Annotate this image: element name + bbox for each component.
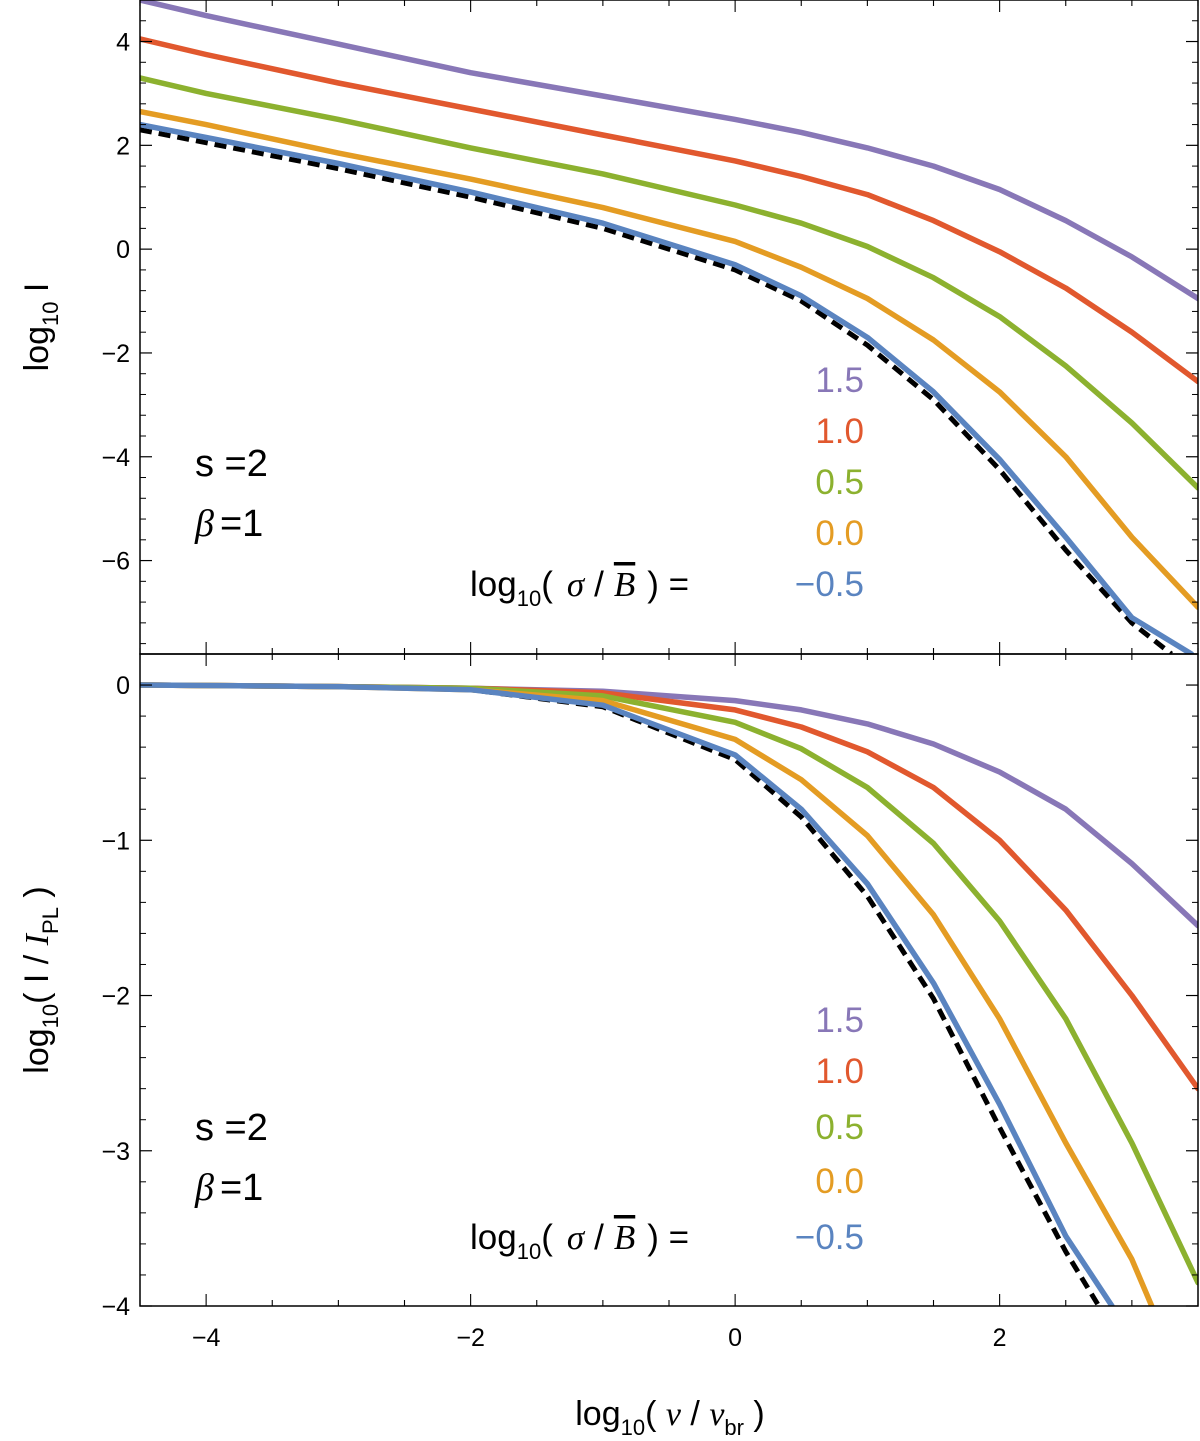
top-beta-annotation: β =1 (194, 503, 263, 545)
bottom-series-sigma-0.5 (140, 682, 1198, 1286)
xlabel-nu: ν (666, 1396, 682, 1433)
bottom-xtick-label: 0 (728, 1324, 742, 1352)
bottom-plot-frame (139, 653, 1199, 1307)
top-legend-prefix: log10( σ / B ) = (470, 565, 689, 611)
top-legend-1.5: 1.5 (815, 361, 864, 400)
x-axis-title: log10( ν / νbr ) (575, 1395, 765, 1440)
bottom-ytick-label: −2 (101, 983, 130, 1011)
top-legend-0.0: 0.0 (815, 514, 864, 553)
bottom-xtick-label: −2 (456, 1324, 485, 1352)
top-ytick-label: −4 (101, 444, 130, 472)
bottom-ylabel-I: I (19, 932, 56, 946)
bottom-legend-1.5: 1.5 (815, 1001, 864, 1040)
xlabel-open: ( (645, 1395, 666, 1433)
xlabel-log: log (575, 1395, 620, 1433)
bottom-beta-symbol: β (194, 1167, 214, 1209)
bottom-legend-1.0: 1.0 (815, 1052, 864, 1091)
bottom-series-sigma-0.0 (140, 682, 1155, 1306)
top-series-dashed (140, 127, 1174, 654)
top-ytick-label: −6 (101, 548, 130, 576)
top-series-sigma-1.5 (140, 0, 1198, 302)
bottom-ylabel-sub: 10 (38, 1004, 63, 1028)
top-legend-sigma: σ (567, 565, 586, 604)
xlabel-close: ) (744, 1395, 765, 1433)
top-y-axis-title: log10 I (18, 283, 63, 372)
top-series-sigma-minus0.5 (140, 121, 1195, 654)
bottom-ylabel-log: log (18, 1028, 56, 1073)
bottom-ylabel-open: ( I / (18, 945, 56, 1004)
top-legend-prefix-log: log (470, 565, 517, 604)
top-legend-prefix-sub: 10 (517, 586, 541, 611)
bottom-series-dashed (140, 682, 1101, 1306)
top-legend-prefix-close: ) = (647, 565, 689, 604)
bottom-legend-prefix-close: ) = (647, 1218, 689, 1257)
bottom-legend-slash: / (594, 1218, 604, 1257)
bottom-ylabel-close: ) (18, 886, 56, 907)
bottom-xtick-label: −4 (192, 1324, 221, 1352)
top-beta-value: =1 (220, 503, 263, 545)
top-ytick-label: 0 (116, 236, 130, 264)
bottom-ytick-label: −3 (101, 1138, 130, 1166)
top-ylabel-log: log (18, 326, 56, 371)
top-ytick-label: 4 (116, 29, 130, 57)
bottom-legend: 1.5 1.0 0.5 0.0 log10( σ / B ) = −0.5 (470, 1001, 864, 1264)
xlabel-br: br (724, 1415, 744, 1440)
top-legend-slash: / (594, 565, 604, 604)
top-series-group (140, 0, 1198, 654)
top-series-sigma-0.0 (140, 108, 1198, 611)
top-ticks-group: 4 2 0 −2 −4 −6 (101, 0, 1199, 654)
top-beta-symbol: β (194, 503, 214, 545)
bottom-legend-0.0: 0.0 (815, 1162, 864, 1201)
xlabel-sub: 10 (621, 1415, 645, 1440)
bottom-legend-minus0.5: −0.5 (795, 1218, 864, 1257)
bottom-series-sigma-1.0 (140, 682, 1198, 1092)
top-ytick-label: 2 (116, 132, 130, 160)
bottom-s-annotation: s =2 (195, 1107, 268, 1149)
top-legend-0.5: 0.5 (815, 463, 864, 502)
bottom-legend-0.5: 0.5 (815, 1108, 864, 1147)
bottom-beta-annotation: β =1 (194, 1167, 263, 1209)
bottom-legend-prefix-sub: 10 (517, 1239, 541, 1264)
top-panel: 420−2−4−6 log10 I s =2 β =1 1.5 1.0 0.5 0… (18, 0, 1199, 655)
top-series-sigma-0.5 (140, 75, 1198, 491)
top-legend-1.0: 1.0 (815, 412, 864, 451)
top-legend: 1.5 1.0 0.5 0.0 log10( σ / B ) = −0.5 (470, 361, 864, 611)
top-plot-frame (139, 0, 1199, 655)
bottom-legend-bbar: B (614, 1218, 635, 1257)
top-series-sigma-1.0 (140, 36, 1198, 385)
top-legend-prefix-open: ( (541, 565, 553, 604)
top-s-annotation: s =2 (195, 443, 268, 485)
bottom-ytick-label: −1 (101, 827, 130, 855)
bottom-beta-value: =1 (220, 1167, 263, 1209)
bottom-legend-prefix-log: log (470, 1218, 517, 1257)
xlabel-slash: / (681, 1395, 709, 1433)
top-legend-minus0.5: −0.5 (795, 565, 864, 604)
bottom-panel: 0−1−2−3−4−4 −2 0 2 log10( I / IPL ) log10( … (18, 653, 1199, 1440)
bottom-legend-prefix: log10( σ / B ) = (470, 1218, 689, 1264)
top-ylabel-I: I (18, 283, 56, 302)
bottom-series-sigma-minus0.5 (140, 682, 1115, 1306)
top-ytick-label: −2 (101, 340, 130, 368)
bottom-ytick-label: −4 (101, 1293, 130, 1321)
bottom-ytick-label: 0 (116, 672, 130, 700)
bottom-legend-prefix-open: ( (541, 1218, 553, 1257)
bottom-xtick-label: 2 (993, 1324, 1007, 1352)
bottom-legend-sigma: σ (567, 1218, 586, 1257)
bottom-ylabel-PL: PL (38, 907, 63, 934)
xlabel-nu2: ν (709, 1396, 725, 1433)
bottom-y-axis-title: log10( I / IPL ) (18, 886, 63, 1073)
top-legend-bbar: B (614, 565, 635, 604)
bottom-series-group (140, 682, 1198, 1306)
top-ylabel-sub: 10 (38, 302, 63, 326)
bottom-ticks-group: 0 −1 −2 −3 −4 −4 −2 0 2 (101, 653, 1199, 1352)
